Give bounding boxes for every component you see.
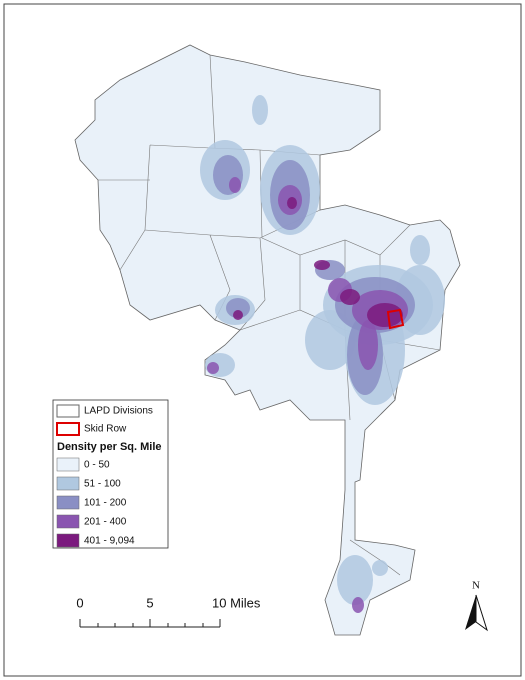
density-patch bbox=[305, 310, 355, 370]
density-patch bbox=[358, 320, 378, 370]
north-arrow: N bbox=[465, 580, 488, 632]
city-outline bbox=[74, 44, 461, 636]
density-patch bbox=[367, 303, 403, 327]
legend-swatch bbox=[56, 457, 80, 472]
arrow-left bbox=[465, 595, 476, 630]
legend-label: LAPD Divisions bbox=[84, 406, 153, 417]
density-patch bbox=[229, 177, 241, 193]
density-patch bbox=[372, 560, 388, 576]
scale-line bbox=[79, 619, 221, 628]
density-patch bbox=[314, 260, 330, 270]
legend-swatch bbox=[56, 495, 80, 510]
density-patch bbox=[233, 310, 243, 320]
scale-bar: 0 5 10 Miles bbox=[76, 595, 261, 628]
legend-swatch bbox=[56, 476, 80, 491]
density-patch bbox=[287, 197, 297, 209]
legend-swatch bbox=[56, 422, 80, 436]
arrow-right bbox=[475, 594, 488, 632]
legend-title: Density per Sq. Mile bbox=[57, 441, 162, 453]
density-patch bbox=[226, 298, 250, 318]
density-patch bbox=[252, 95, 268, 125]
scale-label: 0 bbox=[76, 595, 83, 610]
north-label: N bbox=[472, 580, 480, 592]
legend-label: 101 - 200 bbox=[84, 498, 127, 509]
density-patch bbox=[337, 555, 373, 605]
legend-label: 51 - 100 bbox=[84, 479, 121, 490]
scale-label: 10 Miles bbox=[212, 595, 261, 610]
legend-swatch bbox=[56, 533, 80, 548]
legend-label: 201 - 400 bbox=[84, 517, 127, 528]
city-map bbox=[74, 44, 461, 636]
density-patch bbox=[207, 362, 219, 374]
density-patch bbox=[352, 597, 364, 613]
scale-label: 5 bbox=[146, 595, 153, 610]
skid-row bbox=[386, 308, 405, 330]
legend-swatch bbox=[56, 404, 80, 418]
legend-swatch bbox=[56, 514, 80, 529]
density-layer bbox=[200, 95, 445, 613]
legend-label: 401 - 9,094 bbox=[84, 536, 135, 547]
legend-label: Skid Row bbox=[84, 424, 127, 435]
legend: LAPD Divisions Skid Row Density per Sq. … bbox=[52, 399, 169, 549]
density-patch bbox=[410, 235, 430, 265]
legend-label: 0 - 50 bbox=[84, 460, 110, 471]
density-patch bbox=[340, 289, 360, 305]
